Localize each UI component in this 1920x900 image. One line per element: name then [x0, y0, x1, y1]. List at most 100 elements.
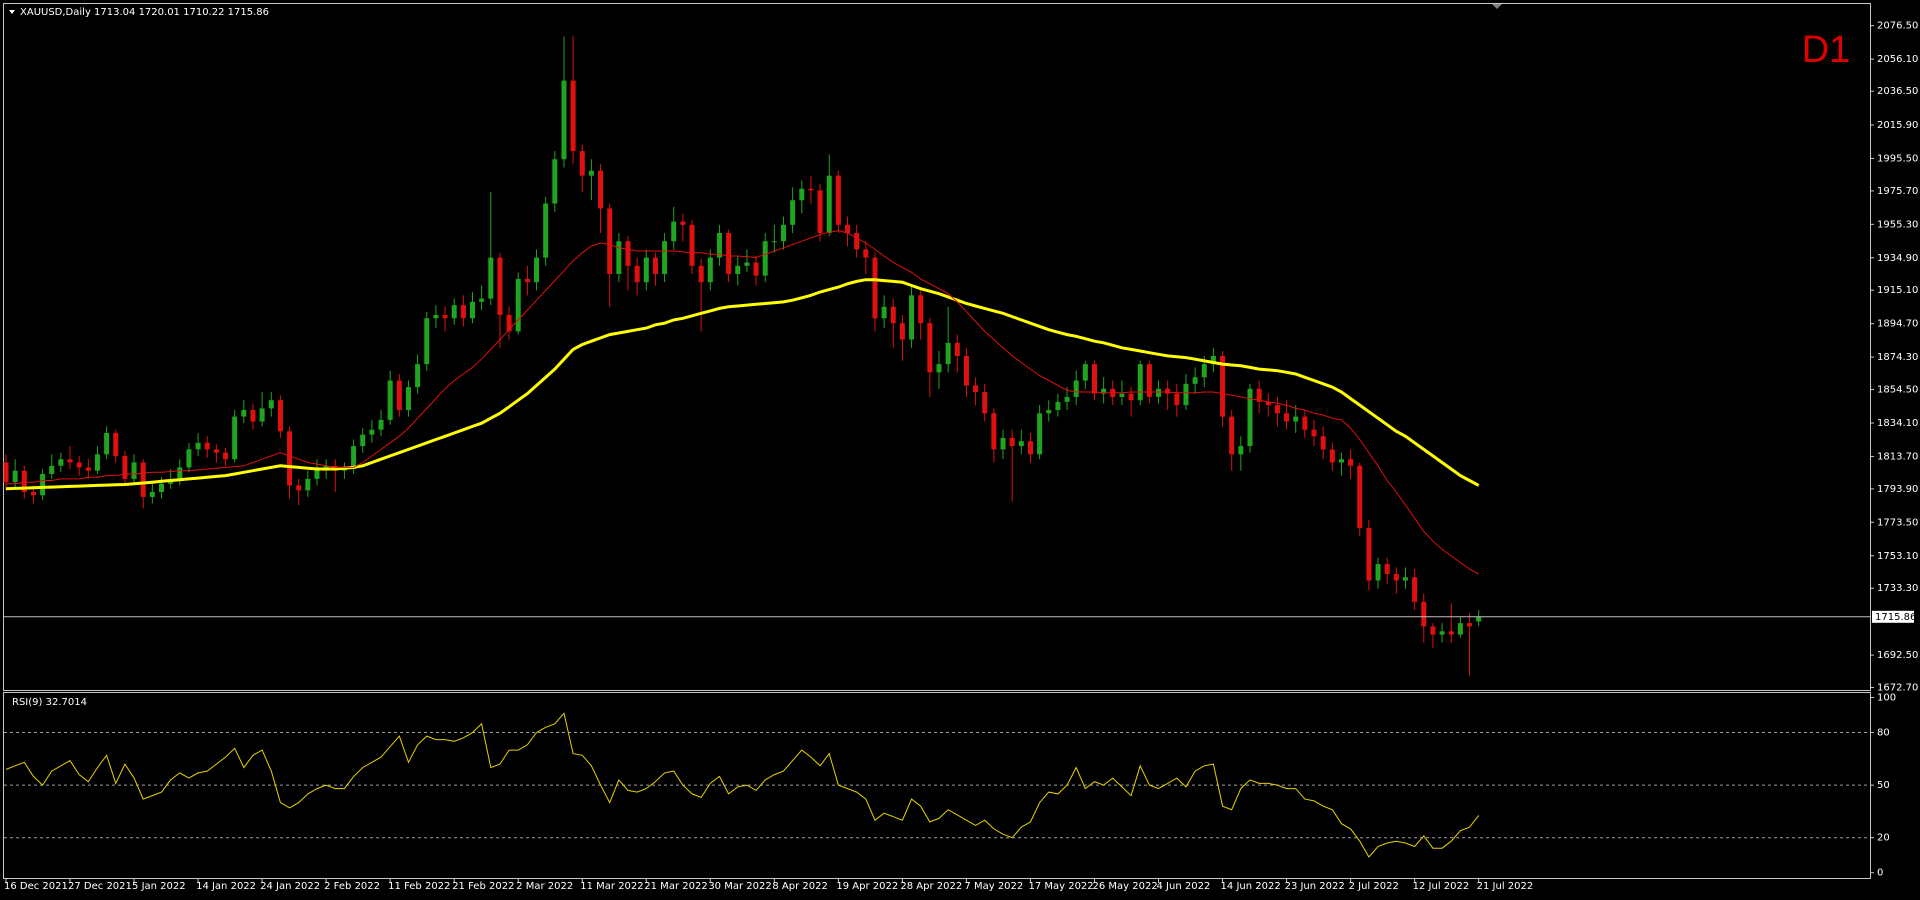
- candle-body: [1430, 626, 1436, 635]
- y-tick-label: 1934.90: [1877, 253, 1918, 264]
- candle-body: [973, 385, 979, 393]
- candle-body: [735, 265, 741, 274]
- candle-body: [982, 392, 988, 414]
- x-tick-label: 5 Jan 2022: [132, 881, 186, 892]
- chart-title: XAUUSD,Daily 1713.04 1720.01 1710.22 171…: [20, 7, 269, 18]
- candle-body: [1018, 441, 1024, 447]
- candle-body: [469, 301, 475, 319]
- candle-body: [1357, 465, 1363, 529]
- candle-body: [1229, 416, 1235, 455]
- candle-body: [808, 188, 814, 191]
- x-tick-label: 14 Jun 2022: [1221, 881, 1281, 892]
- candle-body: [1101, 388, 1107, 394]
- y-tick-label: 1793.90: [1877, 484, 1918, 495]
- candle-body: [223, 452, 229, 460]
- menu-arrow[interactable]: [9, 10, 15, 14]
- y-tick-label: 20: [1877, 833, 1890, 844]
- y-tick-label: 50: [1877, 780, 1890, 791]
- candle-body: [780, 224, 786, 242]
- candle-body: [232, 416, 238, 460]
- candle-body: [616, 241, 622, 274]
- candle-body: [625, 241, 631, 266]
- y-tick-label: 1672.70: [1877, 683, 1918, 694]
- candle-body: [1082, 364, 1088, 381]
- candle-body: [863, 249, 869, 258]
- candle-body: [1256, 388, 1262, 402]
- candle-body: [1055, 401, 1061, 411]
- candle-body: [451, 305, 457, 319]
- candle-body: [1457, 623, 1463, 635]
- y-tick-label: 1854.50: [1877, 385, 1918, 396]
- candle-body: [305, 478, 311, 491]
- candle-body: [918, 295, 924, 324]
- candle-body: [113, 432, 119, 456]
- candle-body: [1284, 413, 1290, 422]
- x-tick-label: 23 Jun 2022: [1285, 881, 1345, 892]
- candle-body: [1311, 429, 1317, 437]
- candle-body: [497, 257, 503, 315]
- candle-body: [195, 442, 201, 450]
- candle-body: [762, 241, 768, 276]
- candle-body: [1037, 413, 1043, 455]
- candle-body: [716, 233, 722, 258]
- candle-body: [49, 465, 55, 474]
- candle-body: [543, 203, 549, 258]
- candle-body: [1384, 564, 1390, 574]
- candle-body: [1000, 437, 1006, 450]
- candle-body: [213, 449, 219, 453]
- candle-body: [21, 470, 27, 492]
- y-tick-label: 1874.30: [1877, 352, 1918, 363]
- y-tick-label: 2076.50: [1877, 21, 1918, 32]
- candle-body: [854, 233, 860, 250]
- y-tick-label: 1692.50: [1877, 650, 1918, 661]
- candle-body: [479, 298, 485, 302]
- y-tick-label: 100: [1877, 693, 1896, 704]
- candle-body: [991, 413, 997, 450]
- current-price-label: 1715.86: [1875, 612, 1916, 623]
- candle-body: [881, 306, 887, 319]
- candle-body: [158, 483, 164, 492]
- candle-body: [1274, 405, 1280, 414]
- candle-body: [186, 449, 192, 468]
- candle-body: [1128, 393, 1134, 401]
- candle-body: [1183, 383, 1189, 406]
- candle-body: [405, 387, 411, 411]
- candle-body: [104, 432, 110, 455]
- x-tick-label: 2 Feb 2022: [324, 881, 380, 892]
- candle-body: [433, 314, 439, 319]
- candle-body: [652, 257, 658, 274]
- candle-body: [1412, 577, 1418, 602]
- candle-body: [707, 257, 713, 283]
- candle-body: [131, 462, 137, 479]
- candle-body: [177, 467, 183, 481]
- candle-body: [689, 224, 695, 266]
- candle-body: [1210, 355, 1216, 365]
- x-tick-label: 21 Jul 2022: [1477, 881, 1534, 892]
- candle-body: [378, 419, 384, 430]
- candle-body: [40, 473, 46, 496]
- candle-body: [1165, 388, 1171, 394]
- y-tick-label: 1894.70: [1877, 319, 1918, 330]
- candle-body: [598, 170, 604, 209]
- candle-body: [1073, 380, 1079, 397]
- candle-body: [1393, 573, 1399, 581]
- candle-body: [607, 208, 613, 274]
- candle-body: [1329, 449, 1335, 463]
- candle-body: [680, 221, 686, 225]
- candle-body: [360, 434, 366, 447]
- candle-body: [442, 314, 448, 319]
- candle-body: [1027, 441, 1033, 455]
- candle-body: [415, 364, 421, 388]
- candle-body: [835, 175, 841, 225]
- candle-body: [662, 241, 668, 274]
- candle-body: [149, 491, 155, 497]
- shift-marker: [1492, 4, 1502, 9]
- y-tick-label: 1773.50: [1877, 517, 1918, 528]
- x-tick-label: 24 Jan 2022: [260, 881, 320, 892]
- candle-body: [1247, 388, 1253, 447]
- candle-body: [579, 151, 585, 176]
- candle-body: [698, 265, 704, 283]
